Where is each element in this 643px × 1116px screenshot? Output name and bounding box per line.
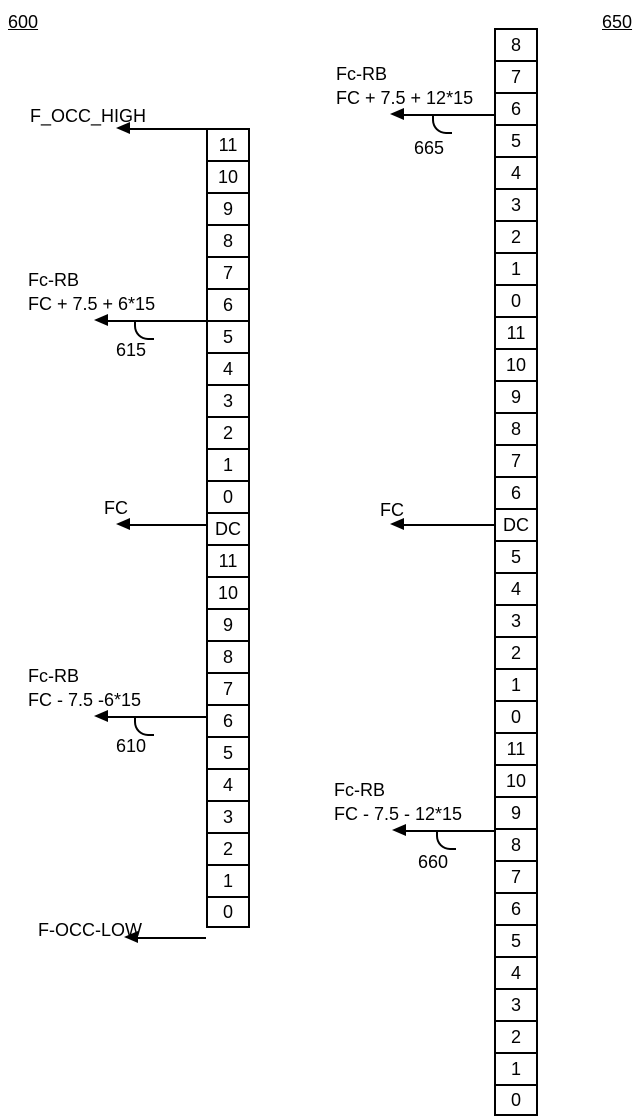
right-cell: 7 bbox=[494, 860, 538, 892]
right-cell: 0 bbox=[494, 700, 538, 732]
arrow-line bbox=[128, 128, 206, 130]
arrow-line bbox=[402, 524, 494, 526]
leader-curve bbox=[134, 716, 154, 736]
right-cell: 10 bbox=[494, 348, 538, 380]
left-cell: 10 bbox=[206, 576, 250, 608]
diagram-label: Fc-RB bbox=[336, 64, 387, 85]
right-cell: 1 bbox=[494, 252, 538, 284]
right-cell: 8 bbox=[494, 828, 538, 860]
right-cell: 4 bbox=[494, 156, 538, 188]
left-stack: 11109876543210DC11109876543210 bbox=[206, 128, 250, 928]
arrow-line bbox=[136, 937, 206, 939]
right-cell: 8 bbox=[494, 28, 538, 60]
left-cell: 7 bbox=[206, 672, 250, 704]
left-cell: 0 bbox=[206, 896, 250, 928]
left-cell: DC bbox=[206, 512, 250, 544]
diagram-label: FC + 7.5 + 12*15 bbox=[336, 88, 473, 109]
right-cell: 10 bbox=[494, 764, 538, 796]
left-cell: 6 bbox=[206, 288, 250, 320]
right-ref-number: 650 bbox=[602, 12, 632, 33]
arrow-line bbox=[128, 524, 206, 526]
right-cell: 1 bbox=[494, 668, 538, 700]
right-cell: 3 bbox=[494, 188, 538, 220]
right-cell: 6 bbox=[494, 92, 538, 124]
right-cell: 6 bbox=[494, 892, 538, 924]
left-cell: 6 bbox=[206, 704, 250, 736]
right-cell: 4 bbox=[494, 956, 538, 988]
arrow-head-icon bbox=[94, 314, 108, 326]
diagram-label: 665 bbox=[414, 138, 444, 159]
right-cell: 3 bbox=[494, 988, 538, 1020]
diagram-label: Fc-RB bbox=[28, 666, 79, 687]
diagram-label: 610 bbox=[116, 736, 146, 757]
right-cell: 8 bbox=[494, 412, 538, 444]
left-cell: 1 bbox=[206, 448, 250, 480]
arrow-head-icon bbox=[392, 824, 406, 836]
right-cell: 11 bbox=[494, 316, 538, 348]
right-cell: 2 bbox=[494, 636, 538, 668]
right-cell: 5 bbox=[494, 124, 538, 156]
right-cell: 6 bbox=[494, 476, 538, 508]
arrow-line bbox=[106, 716, 206, 718]
right-cell: 7 bbox=[494, 60, 538, 92]
left-cell: 3 bbox=[206, 800, 250, 832]
arrow-head-icon bbox=[390, 108, 404, 120]
right-stack: 87654321011109876DC54321011109876543210 bbox=[494, 28, 538, 1116]
left-cell: 8 bbox=[206, 640, 250, 672]
arrow-line bbox=[106, 320, 206, 322]
left-cell: 11 bbox=[206, 128, 250, 160]
diagram-label: Fc-RB bbox=[28, 270, 79, 291]
right-cell: 9 bbox=[494, 380, 538, 412]
left-cell: 5 bbox=[206, 736, 250, 768]
right-cell: 9 bbox=[494, 796, 538, 828]
diagram-label: FC bbox=[104, 498, 128, 519]
diagram-label: FC - 7.5 -6*15 bbox=[28, 690, 141, 711]
arrow-head-icon bbox=[116, 518, 130, 530]
right-cell: 1 bbox=[494, 1052, 538, 1084]
right-cell: 0 bbox=[494, 1084, 538, 1116]
left-cell: 4 bbox=[206, 768, 250, 800]
left-cell: 10 bbox=[206, 160, 250, 192]
right-cell: 7 bbox=[494, 444, 538, 476]
left-cell: 9 bbox=[206, 608, 250, 640]
left-cell: 11 bbox=[206, 544, 250, 576]
right-cell: 2 bbox=[494, 1020, 538, 1052]
left-cell: 7 bbox=[206, 256, 250, 288]
left-cell: 2 bbox=[206, 832, 250, 864]
left-cell: 1 bbox=[206, 864, 250, 896]
leader-curve bbox=[436, 830, 456, 850]
diagram-label: 660 bbox=[418, 852, 448, 873]
right-cell: 11 bbox=[494, 732, 538, 764]
diagram-label: FC + 7.5 + 6*15 bbox=[28, 294, 155, 315]
right-cell: 3 bbox=[494, 604, 538, 636]
diagram-label: 615 bbox=[116, 340, 146, 361]
right-cell: 5 bbox=[494, 540, 538, 572]
left-cell: 3 bbox=[206, 384, 250, 416]
arrow-head-icon bbox=[124, 931, 138, 943]
left-cell: 0 bbox=[206, 480, 250, 512]
right-cell: DC bbox=[494, 508, 538, 540]
right-cell: 0 bbox=[494, 284, 538, 316]
arrow-head-icon bbox=[94, 710, 108, 722]
left-ref-number: 600 bbox=[8, 12, 38, 33]
arrow-head-icon bbox=[390, 518, 404, 530]
right-cell: 4 bbox=[494, 572, 538, 604]
diagram-label: Fc-RB bbox=[334, 780, 385, 801]
left-cell: 8 bbox=[206, 224, 250, 256]
right-cell: 2 bbox=[494, 220, 538, 252]
left-cell: 9 bbox=[206, 192, 250, 224]
left-cell: 5 bbox=[206, 320, 250, 352]
left-cell: 2 bbox=[206, 416, 250, 448]
right-cell: 5 bbox=[494, 924, 538, 956]
left-cell: 4 bbox=[206, 352, 250, 384]
diagram-label: FC - 7.5 - 12*15 bbox=[334, 804, 462, 825]
arrow-head-icon bbox=[116, 122, 130, 134]
leader-curve bbox=[134, 320, 154, 340]
leader-curve bbox=[432, 114, 452, 134]
